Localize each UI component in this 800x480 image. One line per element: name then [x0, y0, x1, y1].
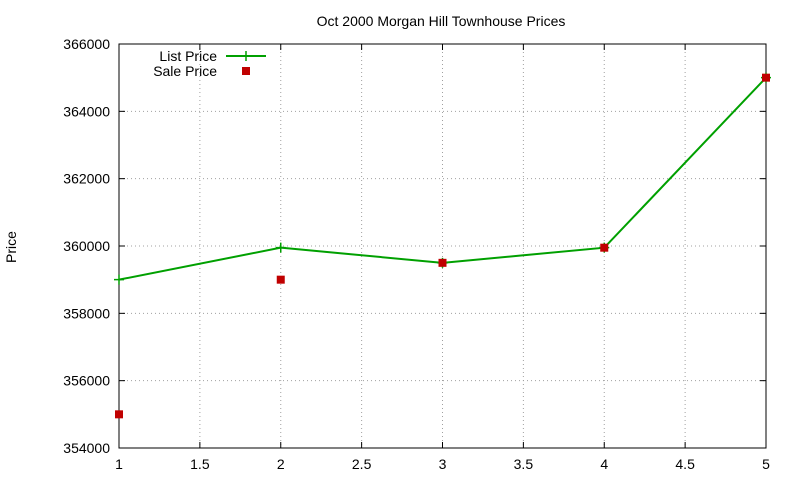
series-1	[115, 73, 770, 419]
y-tick-label: 358000	[63, 305, 110, 321]
y-tick-label: 354000	[63, 440, 110, 456]
legend-point-swatch	[242, 67, 250, 75]
x-tick-label: 2	[277, 456, 285, 472]
x-tick-label: 4	[600, 456, 608, 472]
x-tick-label: 5	[762, 456, 770, 472]
sale-price-point	[115, 410, 123, 419]
y-tick-label: 366000	[63, 36, 110, 52]
x-tick-label: 1	[115, 456, 123, 472]
x-tick-label: 1.5	[190, 456, 210, 472]
y-tick-label: 356000	[63, 373, 110, 389]
grid-lines	[119, 44, 766, 448]
axis-ticks: 1 1.5 2 2.5 3 3.5 4 4.5 5 354000 356000 358000 36000…	[63, 36, 770, 472]
x-tick-label: 4.5	[675, 456, 695, 472]
series-layer	[114, 72, 771, 419]
plot-frame	[118, 43, 767, 449]
x-tick-label: 3	[439, 456, 447, 472]
sale-price-point	[438, 258, 447, 267]
legend-label: List Price	[159, 48, 217, 64]
sale-price-point	[600, 243, 609, 252]
sale-price-point	[276, 275, 285, 284]
list-price-point	[114, 274, 124, 285]
legend-point-swatch	[241, 51, 251, 61]
x-tick-label: 3.5	[514, 456, 534, 472]
sale-price-point	[762, 73, 770, 82]
list-price-line	[118, 76, 767, 281]
y-tick-label: 360000	[63, 238, 110, 254]
chart-title: Oct 2000 Morgan Hill Townhouse Prices	[317, 13, 566, 29]
y-tick-label: 364000	[63, 103, 110, 119]
y-tick-label: 362000	[63, 171, 110, 187]
legend-label: Sale Price	[153, 63, 217, 79]
y-axis-label: Price	[3, 231, 19, 263]
x-tick-label: 2.5	[352, 456, 372, 472]
list-price-point	[275, 242, 286, 253]
